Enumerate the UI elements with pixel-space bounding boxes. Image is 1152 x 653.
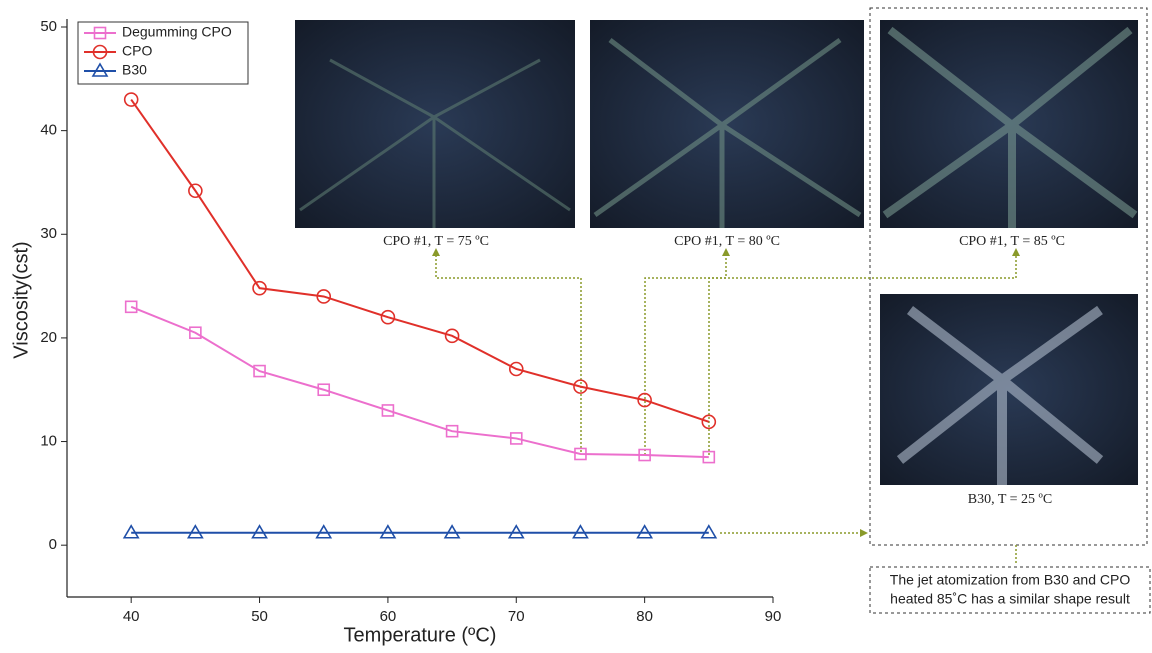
caption: B30, T = 25 ºC [968, 492, 1052, 507]
marker [379, 524, 397, 539]
series-line [130, 98, 710, 423]
marker [507, 524, 525, 539]
marker [636, 524, 654, 539]
photo [295, 20, 575, 228]
marker [253, 364, 266, 378]
marker [316, 289, 332, 304]
note: heated 85˚C has a similar shape result [890, 591, 1130, 607]
marker [638, 448, 651, 462]
connector [432, 248, 1020, 565]
series-line [130, 305, 709, 459]
note: The jet atomization from B30 and CPO [890, 572, 1131, 588]
y-tick-label: 50 [40, 18, 57, 35]
photo [880, 20, 1138, 228]
marker [573, 379, 588, 394]
marker [315, 524, 333, 539]
y-tick-label: 40 [40, 122, 57, 139]
marker [251, 524, 268, 539]
y-tick-label: 10 [40, 433, 57, 450]
marker [186, 524, 204, 539]
y-axis-label: Viscosity(cst) [10, 241, 32, 358]
y-tick-label: 20 [40, 329, 57, 346]
caption: CPO #1, T = 85 ºC [959, 234, 1065, 249]
marker [92, 44, 108, 60]
photo [880, 294, 1138, 485]
marker [188, 183, 203, 199]
caption: CPO #1, T = 75 ºC [383, 234, 489, 249]
marker [701, 414, 717, 430]
marker [317, 383, 331, 397]
marker [702, 450, 716, 464]
marker [443, 524, 461, 539]
y-tick-label: 30 [40, 225, 57, 242]
y-tick-label: 0 [49, 536, 57, 553]
marker [189, 326, 202, 340]
marker [574, 447, 587, 461]
marker [572, 524, 589, 539]
legend-label: CPO [122, 43, 152, 59]
legend-label: Degumming CPO [122, 24, 232, 40]
marker [445, 424, 459, 438]
marker [380, 309, 396, 325]
note-box [869, 566, 1151, 614]
marker [91, 62, 109, 77]
photo [590, 20, 864, 228]
marker [508, 361, 524, 377]
caption: CPO #1, T = 80 ºC [674, 234, 780, 249]
group-box [869, 7, 1148, 546]
x-tick-label: 80 [636, 608, 653, 625]
x-tick-label: 50 [251, 608, 268, 625]
marker [124, 300, 138, 314]
x-tick-label: 60 [380, 608, 397, 625]
marker [252, 280, 267, 296]
marker [93, 26, 107, 40]
x-axis-label: Temperature (ºC) [344, 624, 497, 646]
legend-label: B30 [122, 62, 147, 78]
marker [700, 524, 718, 539]
marker [637, 392, 652, 408]
marker [381, 404, 395, 417]
x-tick-label: 70 [508, 608, 525, 625]
marker [444, 328, 460, 344]
marker [509, 432, 523, 445]
x-tick-label: 90 [765, 608, 782, 625]
x-tick-label: 40 [123, 608, 140, 625]
marker [123, 92, 139, 107]
marker [122, 524, 140, 539]
